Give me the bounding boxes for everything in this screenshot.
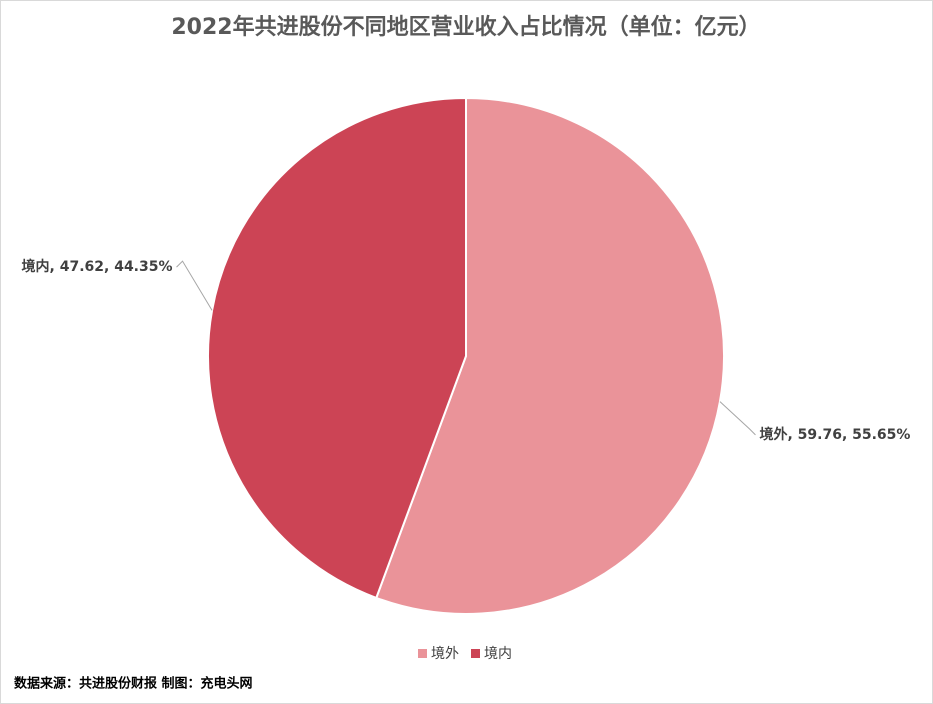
- legend-label: 境内: [484, 646, 512, 662]
- legend-swatch: [471, 649, 480, 658]
- chart-title: 2022年共进股份不同地区营业收入占比情况（单位：亿元）: [171, 14, 760, 40]
- leader-line: [719, 401, 756, 436]
- data-label: 境外, 59.76, 55.65%: [759, 426, 910, 443]
- data-label: 境内, 47.62, 44.35%: [22, 258, 173, 275]
- pie-slice: [374, 96, 725, 615]
- legend-swatch: [418, 649, 427, 658]
- pie-slice: [207, 96, 467, 600]
- leader-line: [176, 260, 213, 311]
- legend-label: 境外: [431, 646, 459, 662]
- source-note: 数据来源：共进股份财报 制图：充电头网: [14, 676, 253, 692]
